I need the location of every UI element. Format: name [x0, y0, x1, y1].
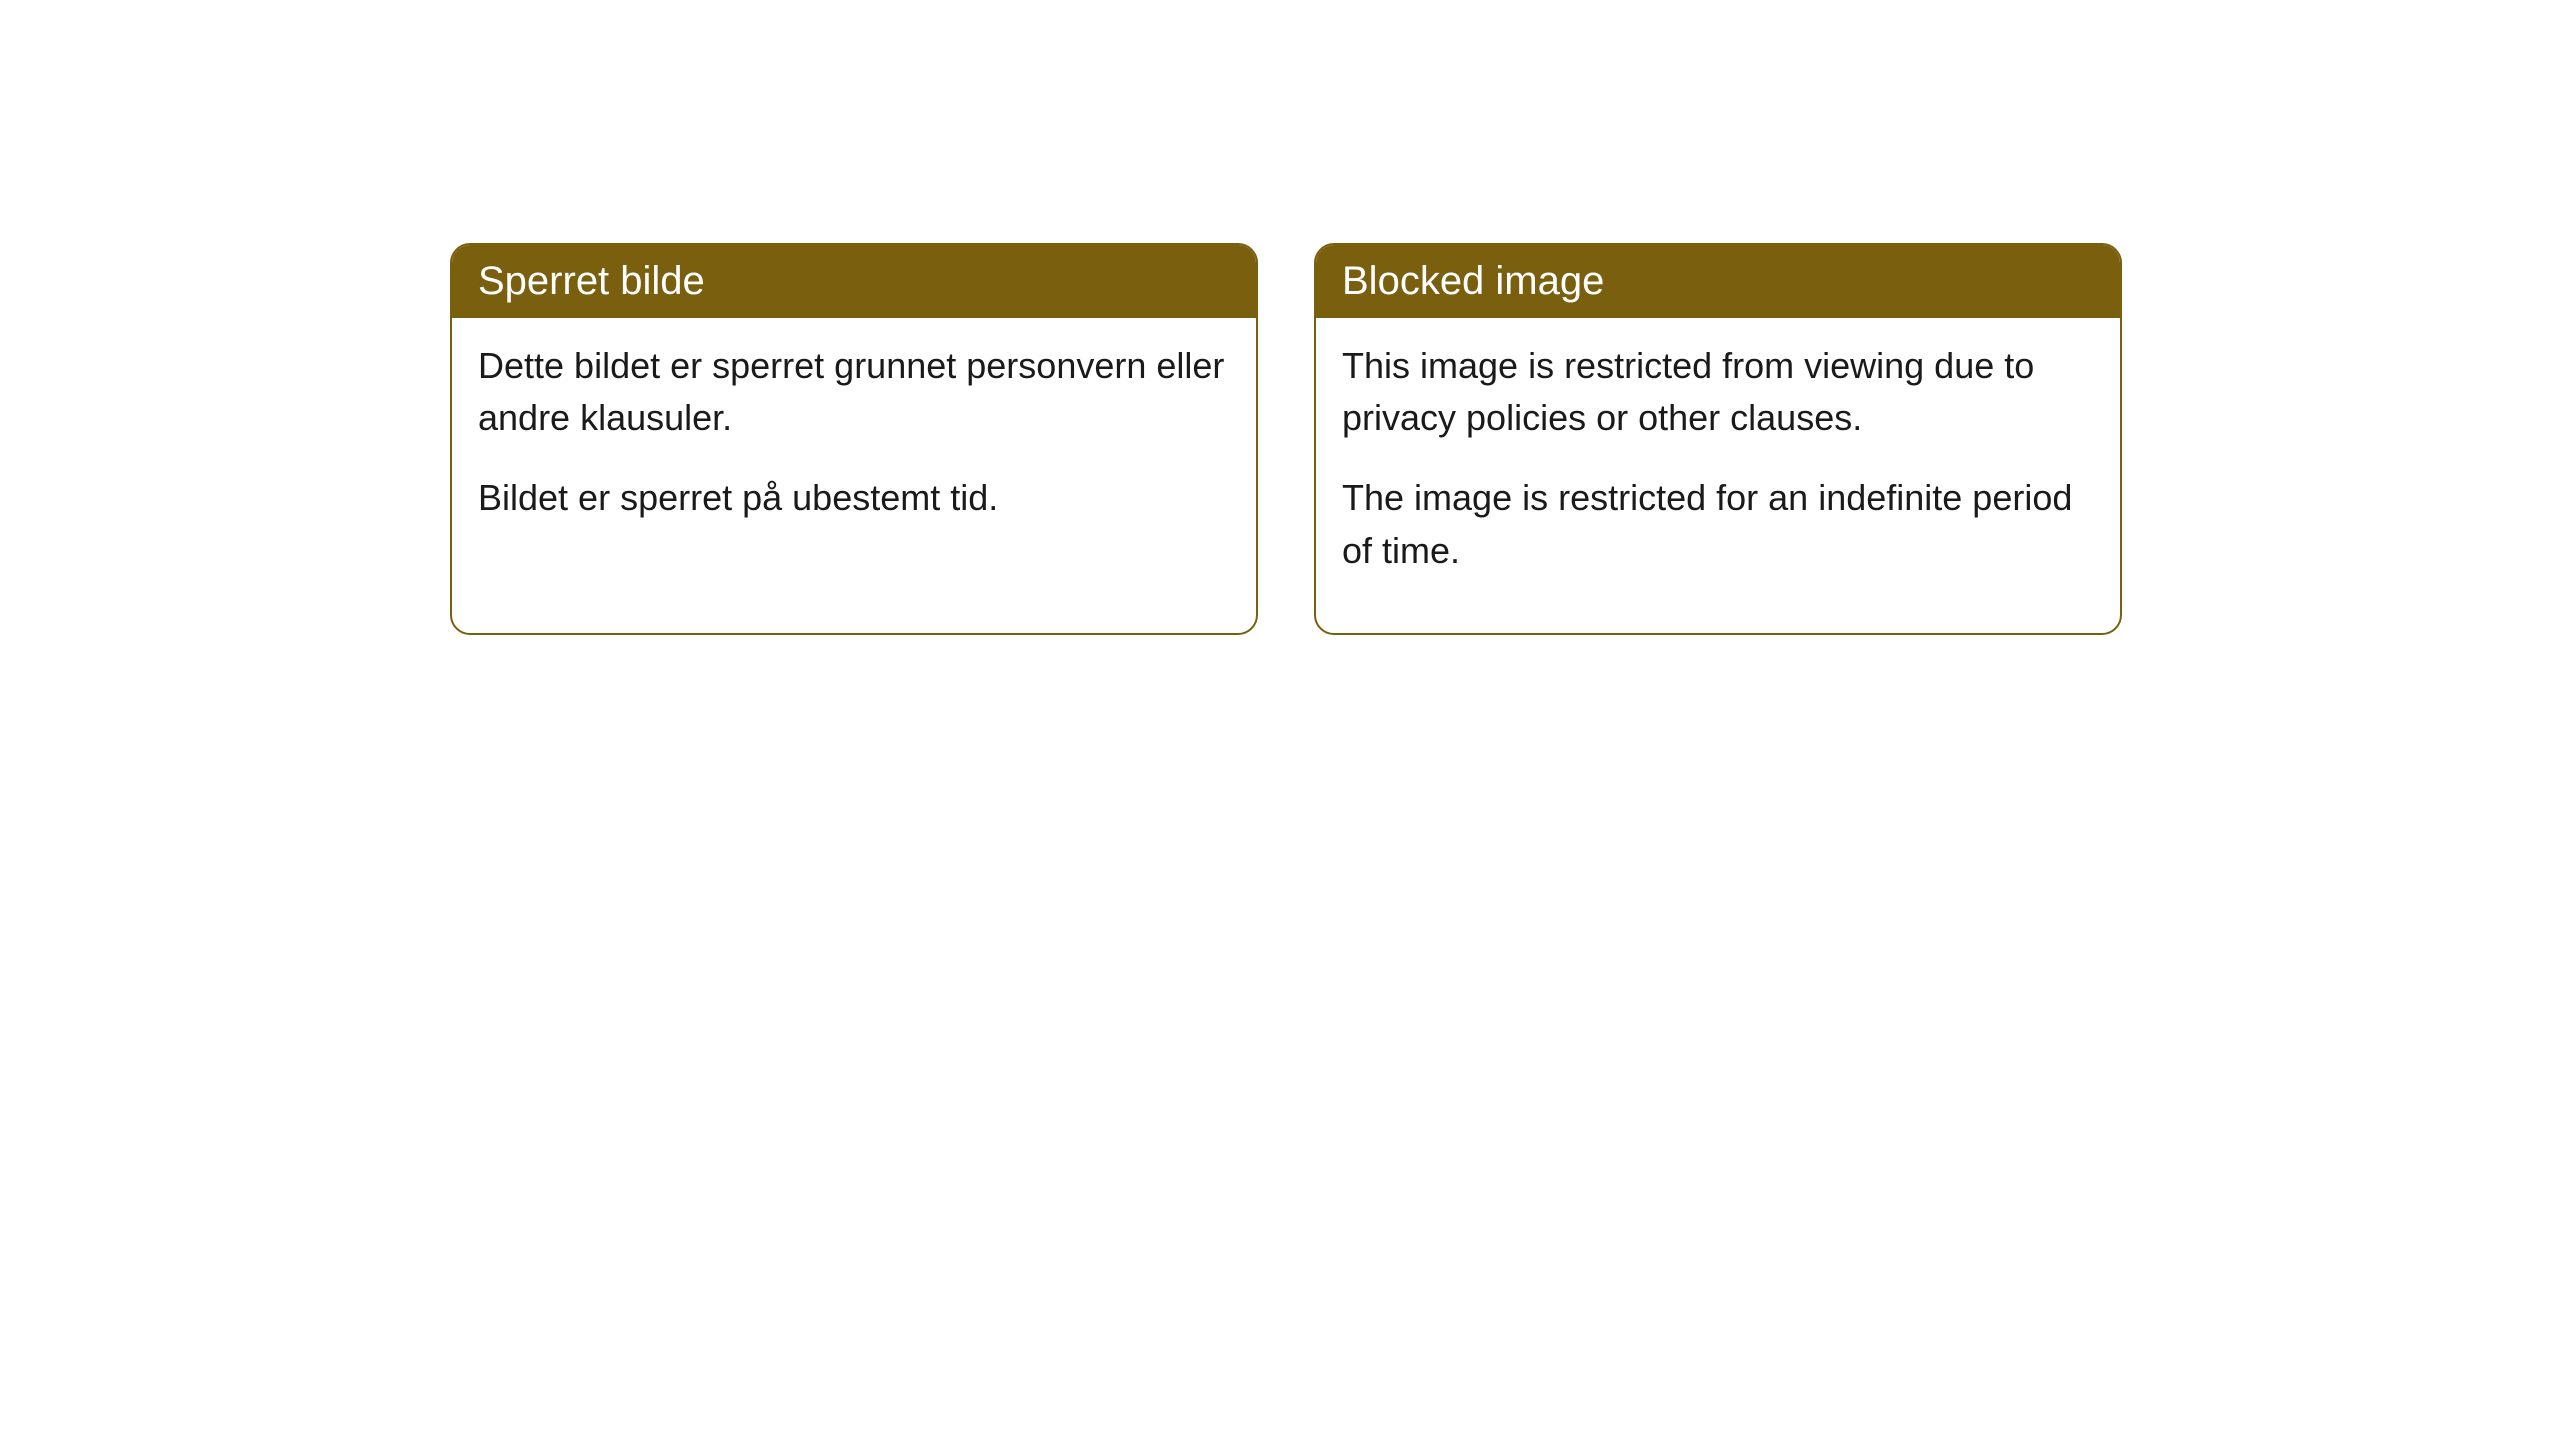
card-body: Dette bildet er sperret grunnet personve…	[452, 318, 1256, 581]
card-paragraph: This image is restricted from viewing du…	[1342, 340, 2094, 444]
card-paragraph: Dette bildet er sperret grunnet personve…	[478, 340, 1230, 444]
card-header: Sperret bilde	[452, 245, 1256, 318]
card-title: Sperret bilde	[478, 259, 705, 303]
card-body: This image is restricted from viewing du…	[1316, 318, 2120, 633]
card-header: Blocked image	[1316, 245, 2120, 318]
cards-container: Sperret bilde Dette bildet er sperret gr…	[0, 0, 2560, 635]
card-paragraph: Bildet er sperret på ubestemt tid.	[478, 472, 1230, 524]
card-paragraph: The image is restricted for an indefinit…	[1342, 472, 2094, 576]
blocked-image-card-english: Blocked image This image is restricted f…	[1314, 243, 2122, 635]
blocked-image-card-norwegian: Sperret bilde Dette bildet er sperret gr…	[450, 243, 1258, 635]
card-title: Blocked image	[1342, 259, 1604, 303]
